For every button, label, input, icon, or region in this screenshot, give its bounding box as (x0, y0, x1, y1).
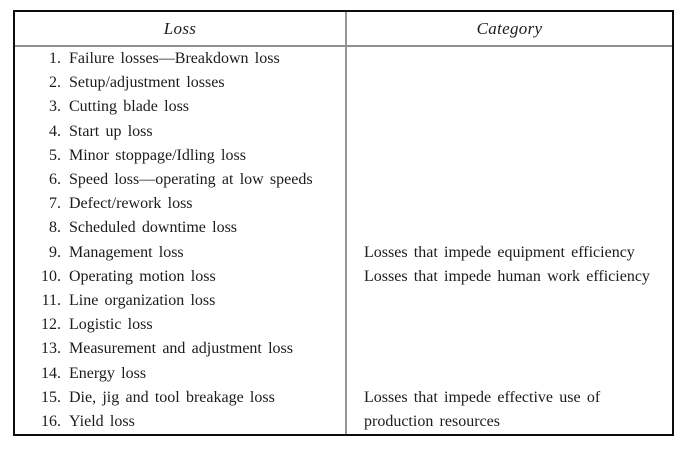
table-row: 2. Setup/adjustment losses (15, 71, 672, 96)
loss-cell: 16. Yield loss (15, 409, 347, 434)
table-row: 10. Operating motion loss Losses that imp… (15, 264, 672, 289)
row-number: 14. (41, 364, 61, 382)
loss-cell: 2. Setup/adjustment losses (15, 71, 347, 96)
category-cell (347, 120, 672, 144)
row-number: 6. (49, 171, 61, 189)
category-cell: Losses that impede human work efficiency (364, 267, 650, 285)
loss-label: Cutting blade loss (69, 98, 190, 116)
row-number: 11. (41, 291, 61, 309)
category-cell (347, 95, 672, 119)
loss-label: Energy loss (69, 364, 147, 382)
table-row: 8. Scheduled downtime loss (15, 216, 672, 241)
loss-cell: 12. Logistic loss (15, 313, 347, 338)
loss-cell: 3. Cutting blade loss (15, 95, 347, 120)
row-number: 8. (49, 219, 61, 237)
loss-label: Minor stoppage/Idling loss (69, 146, 246, 164)
loss-label: Start up loss (69, 122, 153, 140)
table-row: 9. Management loss Losses that impede equ… (15, 240, 672, 265)
category-cell: production resources (364, 412, 500, 430)
table-body: 1. Failure losses—Breakdown loss 2. Setup/… (15, 47, 672, 434)
loss-label: Die, jig and tool breakage loss (69, 388, 275, 406)
row-number: 7. (49, 195, 61, 213)
table-row: 6. Speed loss—operating at low speeds (15, 167, 672, 193)
category-cell (347, 313, 672, 337)
table-row: 5. Minor stoppage/Idling loss (15, 143, 672, 168)
row-number: 15. (41, 388, 61, 406)
loss-label: Logistic loss (69, 316, 153, 334)
table-row: 7. Defect/rework loss (15, 192, 672, 217)
loss-cell: 4. Start up loss (15, 119, 347, 144)
table-row: 3. Cutting blade loss (15, 95, 672, 120)
row-number: 10. (41, 267, 61, 285)
row-number: 12. (41, 316, 61, 334)
row-number: 2. (49, 74, 61, 92)
table-row: 14. Energy loss (15, 361, 672, 386)
category-cell (347, 144, 672, 168)
row-number: 5. (49, 146, 61, 164)
category-cell (347, 337, 672, 361)
row-number: 1. (49, 50, 61, 68)
category-cell (347, 361, 672, 385)
loss-label: Setup/adjustment losses (69, 74, 225, 92)
loss-cell: 5. Minor stoppage/Idling loss (15, 143, 347, 168)
loss-label: Speed loss—operating at low speeds (69, 171, 313, 189)
row-number: 13. (41, 340, 61, 358)
row-number: 16. (41, 412, 61, 430)
loss-cell: 15. Die, jig and tool breakage loss (15, 385, 347, 410)
loss-label: Yield loss (69, 412, 135, 430)
table-header-row: Loss Category (15, 12, 672, 47)
header-loss: Loss (15, 12, 347, 45)
loss-category-table: Loss Category 1. Failure losses—Breakdown… (13, 10, 674, 436)
loss-cell: 11. Line organization loss (15, 288, 347, 314)
loss-cell: 10. Operating motion loss (15, 264, 347, 289)
table-row: 16. Yield loss production resources (15, 409, 672, 434)
loss-cell: 8. Scheduled downtime loss (15, 216, 347, 241)
category-cell: Losses that impede equipment efficiency (364, 243, 635, 261)
category-cell (347, 168, 672, 192)
row-number: 9. (49, 243, 61, 261)
loss-label: Scheduled downtime loss (69, 219, 238, 237)
category-cell: Losses that impede effective use of (364, 388, 601, 406)
table-row: 12. Logistic loss (15, 313, 672, 338)
table-row: 11. Line organization loss (15, 288, 672, 314)
table-row: 4. Start up loss (15, 119, 672, 144)
header-loss-label: Loss (163, 18, 197, 38)
header-category: Category (347, 12, 672, 45)
category-cell (347, 216, 672, 240)
loss-label: Operating motion loss (69, 267, 216, 285)
table-row: 13. Measurement and adjustment loss (15, 337, 672, 362)
loss-label: Management loss (69, 243, 184, 261)
loss-cell: 6. Speed loss—operating at low speeds (15, 167, 347, 193)
row-number: 3. (49, 98, 61, 116)
row-number: 4. (49, 122, 61, 140)
loss-cell: 13. Measurement and adjustment loss (15, 337, 347, 362)
category-cell (347, 192, 672, 216)
loss-label: Line organization loss (69, 291, 216, 309)
loss-cell: 1. Failure losses—Breakdown loss (15, 47, 347, 72)
category-cell (347, 47, 672, 71)
loss-label: Failure losses—Breakdown loss (69, 50, 280, 68)
loss-cell: 7. Defect/rework loss (15, 192, 347, 217)
loss-cell: 9. Management loss (15, 240, 347, 265)
category-cell (347, 289, 672, 313)
table-row: 15. Die, jig and tool breakage loss Losse… (15, 385, 672, 410)
table-row: 1. Failure losses—Breakdown loss (15, 47, 672, 72)
category-cell (347, 71, 672, 95)
loss-label: Measurement and adjustment loss (69, 340, 294, 358)
loss-cell: 14. Energy loss (15, 361, 347, 386)
header-category-label: Category (476, 18, 543, 38)
loss-label: Defect/rework loss (69, 195, 193, 213)
